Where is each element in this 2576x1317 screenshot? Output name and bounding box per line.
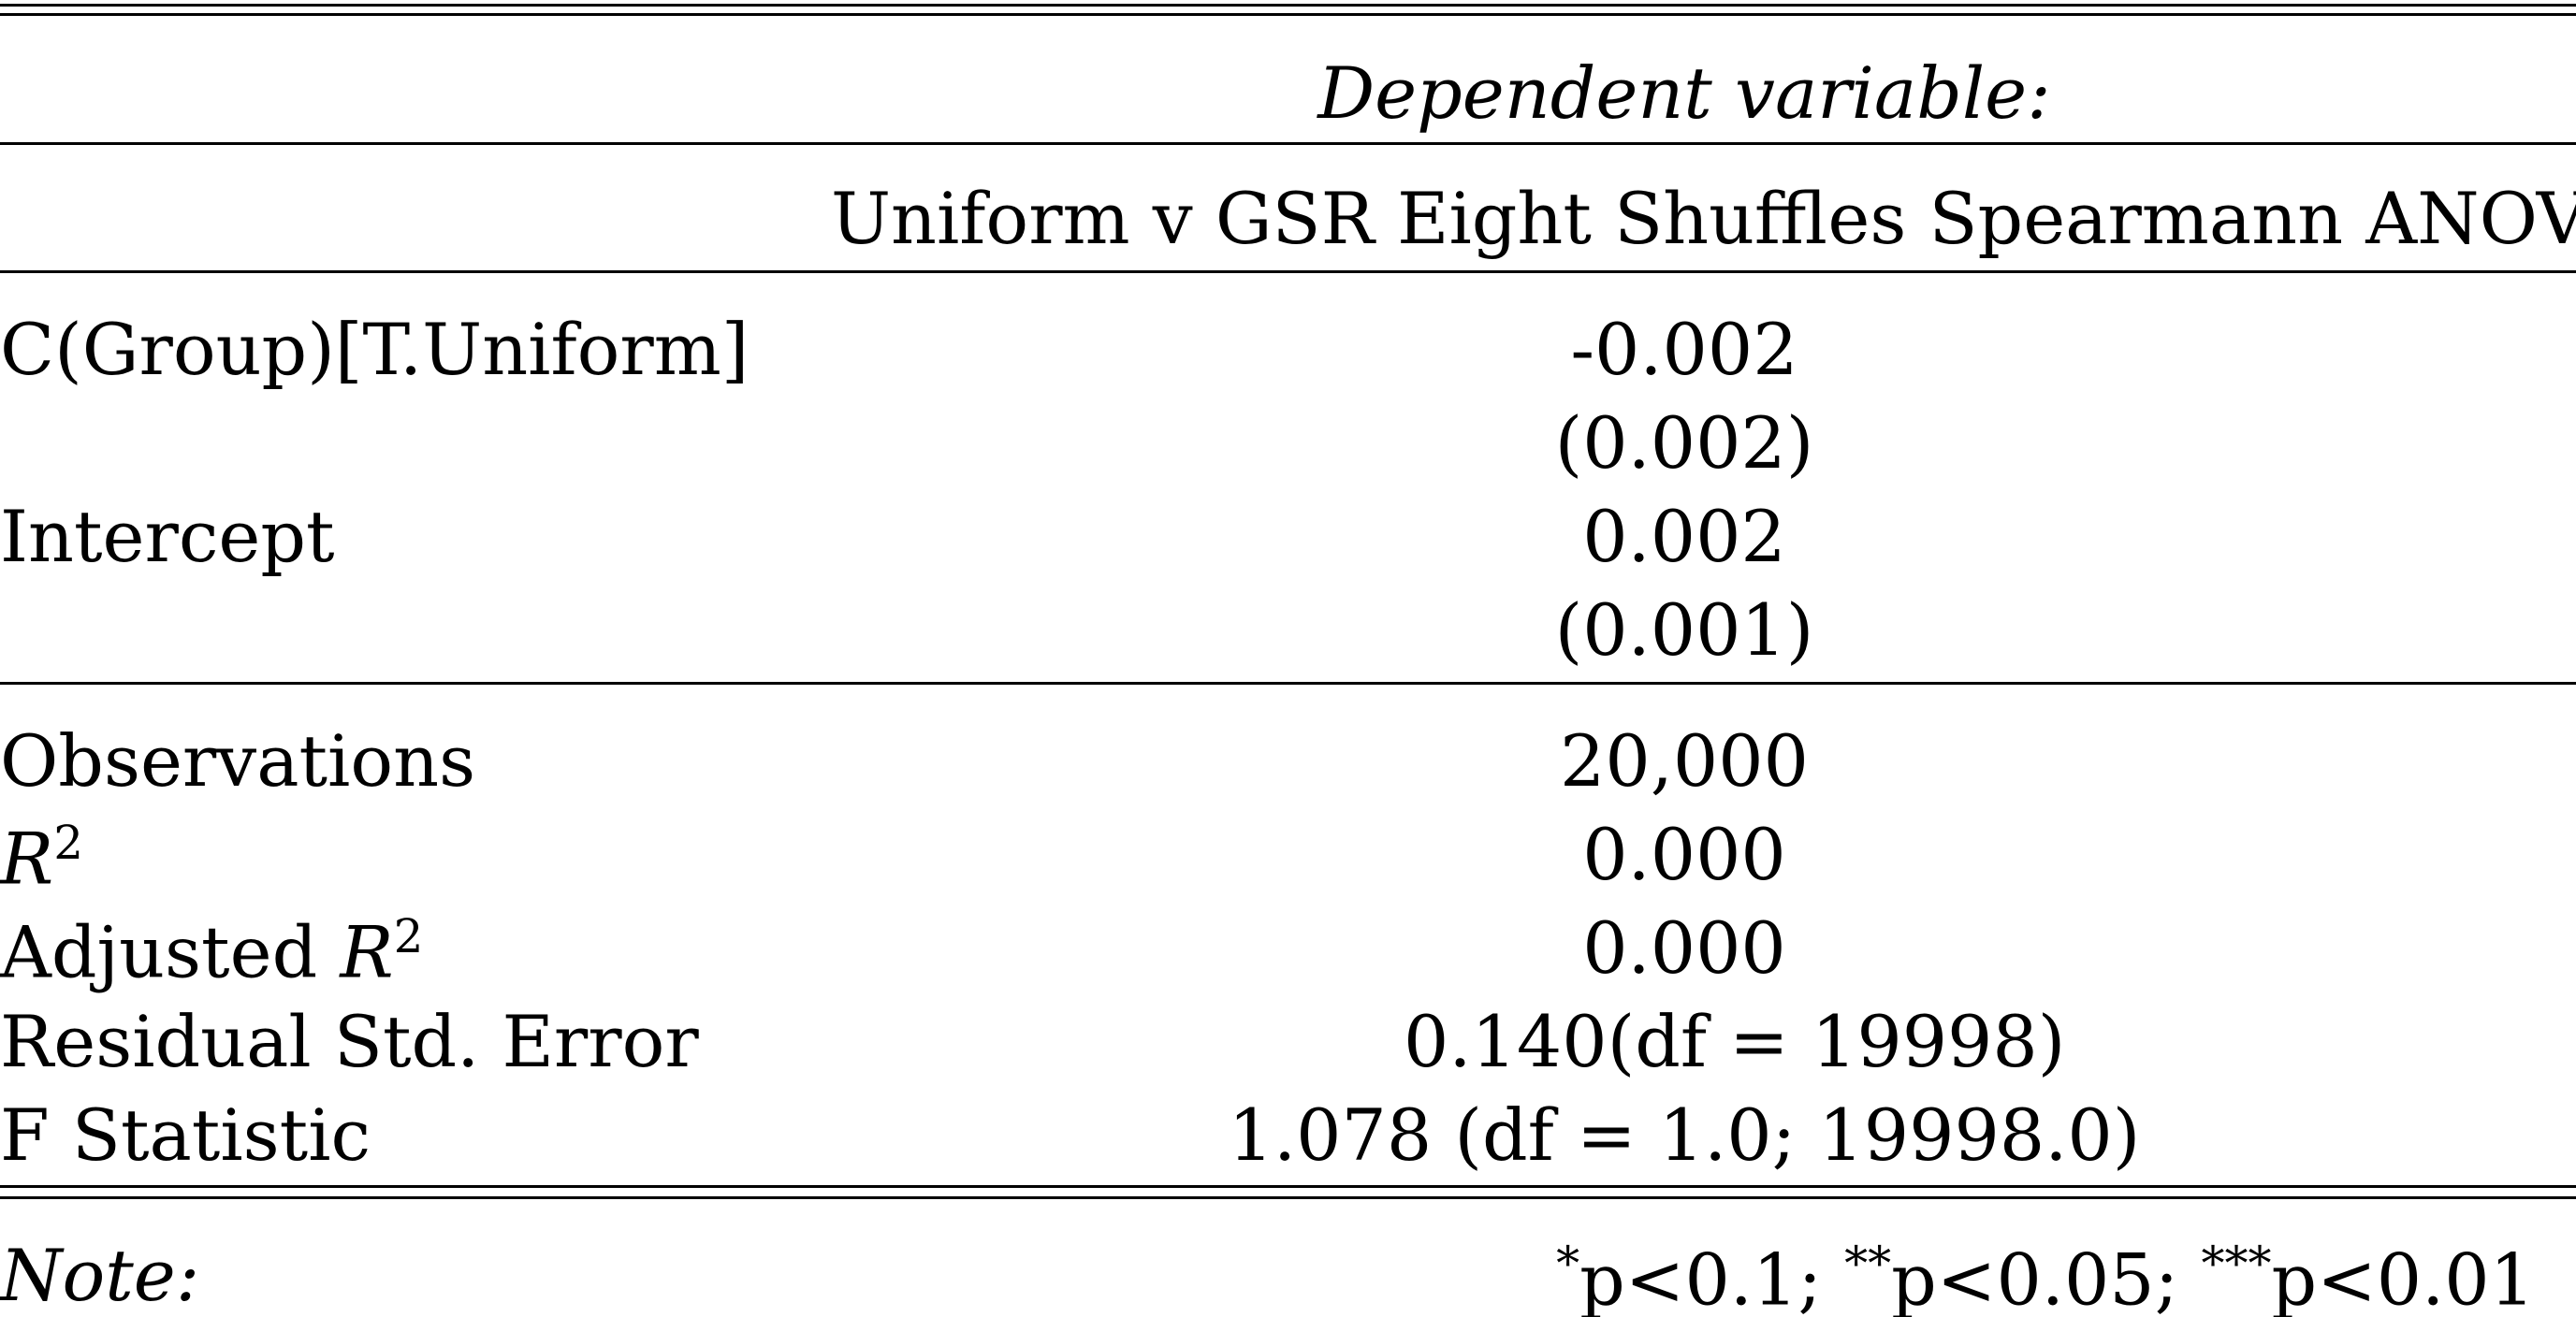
- stat-label-r2: R2: [0, 819, 83, 894]
- coef-estimate-intercept: 0.002: [1582, 495, 1786, 578]
- coef-label-intercept: Intercept: [0, 495, 335, 578]
- sig3-star: ***: [2201, 1237, 2272, 1291]
- sig1-text: p<0.1;: [1579, 1237, 1822, 1317]
- adj-r2-superscript: 2: [393, 909, 424, 963]
- bottom-rule-1: [0, 1185, 2576, 1188]
- r2-superscript: 2: [53, 816, 84, 870]
- stat-value-observations: 20,000: [1560, 719, 1809, 803]
- sig3-text: p<0.01: [2271, 1237, 2535, 1317]
- coef-se-intercept: (0.001): [1554, 588, 1814, 672]
- stat-value-adj-r2: 0.000: [1582, 906, 1786, 990]
- note-label: Note:: [0, 1234, 200, 1317]
- stat-label-resid-se: Residual Std. Error: [0, 1000, 699, 1083]
- sig1-star: *: [1556, 1237, 1580, 1291]
- stats-rule: [0, 682, 2576, 685]
- stat-label-observations: Observations: [0, 719, 476, 803]
- adj-r2-symbol: R: [340, 910, 394, 994]
- top-rule-2: [0, 13, 2576, 16]
- stat-value-resid-se: 0.140(df = 19998): [1404, 1000, 2066, 1083]
- stat-value-r2: 0.000: [1582, 813, 1786, 896]
- top-rule-1: [0, 4, 2576, 7]
- coef-se-group: (0.002): [1554, 401, 1814, 485]
- adj-r2-prefix: Adjusted: [0, 910, 341, 994]
- sig2-text: p<0.05;: [1891, 1237, 2179, 1317]
- r2-symbol: R: [0, 817, 54, 901]
- dependent-variable-label: Dependent variable:: [1317, 51, 2051, 135]
- sig2-star: **: [1844, 1237, 1892, 1291]
- coef-estimate-group: -0.002: [1570, 308, 1798, 391]
- significance-note: *p<0.1; **p<0.05; ***p<0.01: [1556, 1240, 2535, 1315]
- model-name: Uniform v GSR Eight Shuffles Spearmann A…: [831, 177, 2576, 260]
- stat-value-f-stat: 1.078 (df = 1.0; 19998.0): [1228, 1093, 2141, 1177]
- coef-label-group: C(Group)[T.Uniform]: [0, 308, 750, 391]
- model-rule: [0, 270, 2576, 273]
- stat-label-f-stat: F Statistic: [0, 1093, 371, 1177]
- stat-label-adj-r2: Adjusted R2: [0, 913, 423, 988]
- bottom-rule-2: [0, 1196, 2576, 1199]
- header-rule: [0, 142, 2576, 145]
